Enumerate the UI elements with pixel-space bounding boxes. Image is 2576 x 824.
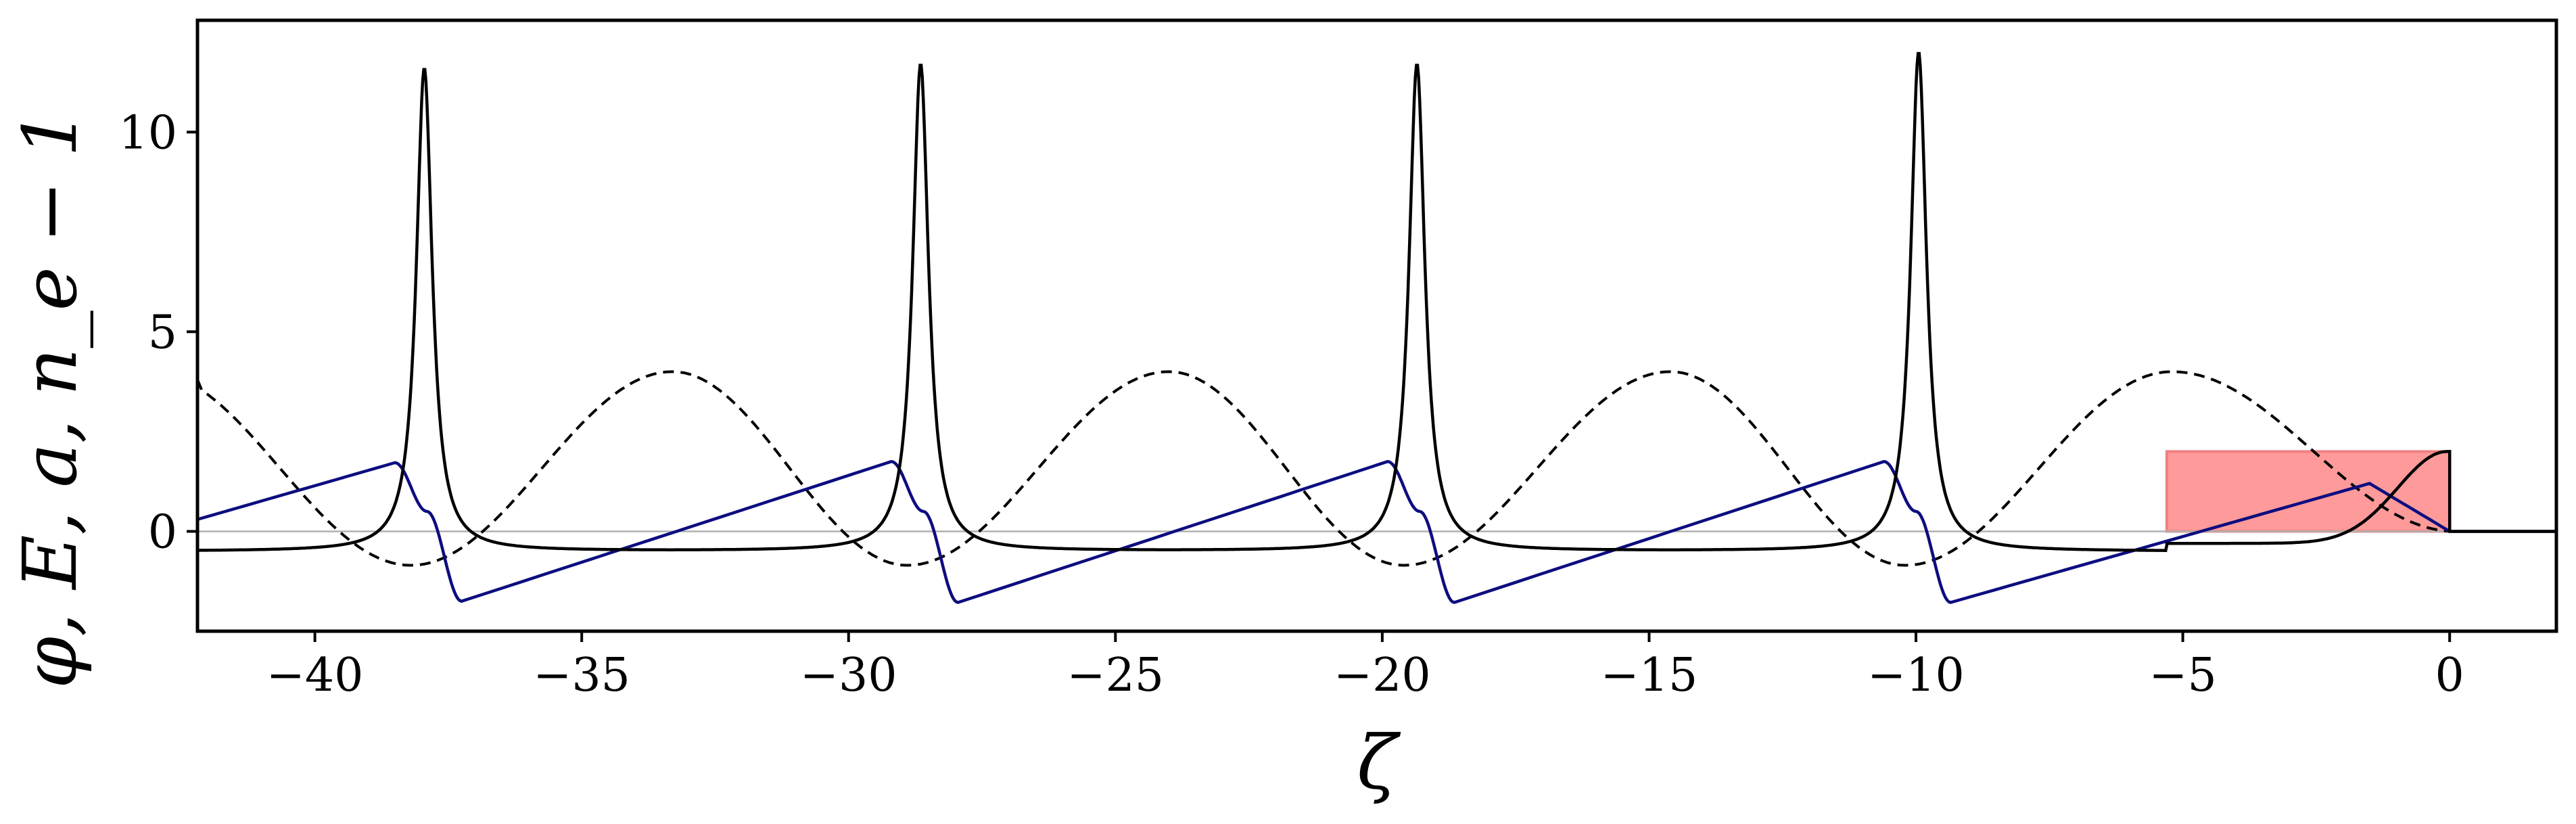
x-axis-label: ζ [1357,719,1401,806]
x-tick-label: −30 [800,649,897,702]
series-black-line [197,51,2556,552]
axes: −40 −35 −30 −25 −20 −15 −10 −5 0 0 5 10 [118,18,2558,702]
series-dashed-line [197,370,2450,567]
y-tick-label: 10 [118,106,177,160]
plot-content [197,51,2556,604]
x-tick-label: −25 [1067,649,1165,702]
y-tick-label: 5 [148,306,177,359]
x-tick-label: −15 [1601,649,1698,702]
axes-frame [195,18,2558,633]
y-axis-label: φ, E, a, n_e − 1 [7,110,93,689]
x-tick-label: −20 [1334,649,1431,702]
x-tick-label: −40 [266,649,364,702]
x-tick-label: −35 [533,649,630,702]
series-blue-line [197,459,2556,604]
x-tick-label: −10 [1867,649,1965,702]
plot-area [197,51,2556,604]
x-tick-label: −5 [2149,649,2216,702]
y-tick-label: 0 [148,505,177,559]
shaded-region [2165,450,2452,533]
x-tick-label: 0 [2435,649,2464,702]
